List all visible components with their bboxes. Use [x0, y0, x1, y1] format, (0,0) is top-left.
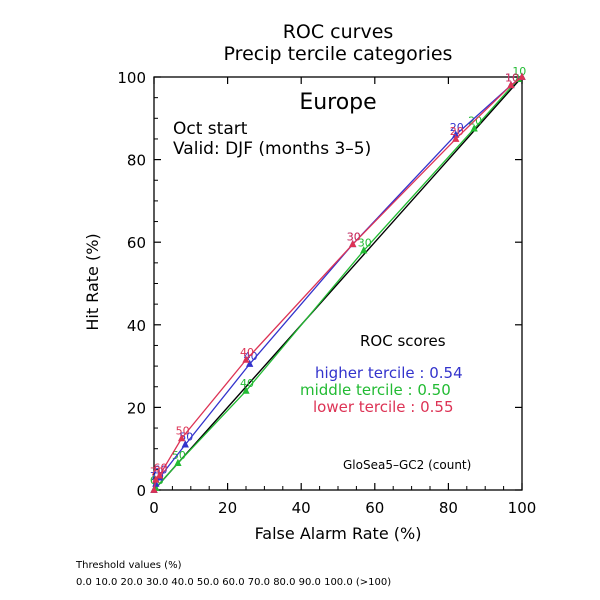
threshold-values: 0.0 10.0 20.0 30.0 40.0 50.0 60.0 70.0 8… — [76, 577, 392, 588]
threshold-label: 20 — [450, 125, 464, 138]
threshold-label: 10 — [505, 71, 519, 84]
threshold-label: 50 — [172, 449, 186, 462]
threshold-label: 30 — [347, 230, 361, 243]
plot-area: 0204060801000204060801006050403020107060… — [117, 65, 536, 517]
threshold-label: 40 — [240, 377, 254, 390]
x-tick-label: 0 — [149, 499, 159, 517]
x-axis-label: False Alarm Rate (%) — [255, 524, 422, 543]
data-point — [177, 433, 186, 442]
y-tick-label: 100 — [117, 69, 146, 87]
roc-scores-title: ROC scores — [360, 332, 446, 350]
score-middle-tercile: middle tercile : 0.50 — [300, 381, 451, 399]
x-tick-label: 40 — [292, 499, 311, 517]
data-point — [349, 239, 357, 248]
y-tick-label: 0 — [136, 482, 146, 500]
chart-title: ROC curves — [283, 21, 394, 43]
threshold-label: 60 — [154, 462, 168, 475]
threshold-label: 30 — [358, 236, 372, 249]
data-point — [360, 246, 368, 254]
score-higher-tercile: higher tercile : 0.54 — [315, 364, 463, 382]
x-tick-label: 60 — [365, 499, 384, 517]
start-label: Oct start — [173, 119, 248, 139]
x-tick-label: 20 — [218, 499, 237, 517]
x-tick-label: 80 — [439, 499, 458, 517]
data-point — [470, 124, 478, 132]
data-point — [174, 458, 182, 467]
threshold-label: 10 — [505, 71, 519, 84]
y-tick-label: 40 — [127, 317, 146, 335]
y-tick-label: 60 — [127, 234, 146, 252]
y-tick-label: 80 — [127, 152, 146, 170]
data-point — [242, 386, 250, 394]
data-point — [246, 359, 254, 367]
data-point — [155, 471, 164, 479]
threshold-label: 40 — [240, 346, 254, 359]
y-axis-label: Hit Rate (%) — [83, 233, 102, 330]
data-point — [150, 485, 158, 493]
data-point — [452, 134, 460, 142]
valid-label: Valid: DJF (months 3–5) — [173, 139, 371, 159]
chart-subtitle: Precip tercile categories — [224, 43, 453, 65]
model-label: GloSea5–GC2 (count) — [343, 458, 471, 472]
data-point — [518, 72, 526, 80]
threshold-label: 50 — [176, 424, 190, 437]
threshold-label: 20 — [450, 121, 464, 134]
data-point — [152, 475, 160, 483]
score-lower-tercile: lower tercile : 0.55 — [313, 398, 454, 416]
data-point — [242, 355, 250, 363]
x-tick-label: 100 — [508, 499, 537, 517]
threshold-title: Threshold values (%) — [76, 560, 182, 571]
no-skill-diagonal — [153, 76, 523, 491]
region-label: Europe — [299, 90, 376, 115]
data-point — [507, 80, 515, 89]
y-tick-label: 20 — [127, 399, 146, 417]
data-point — [181, 440, 189, 448]
